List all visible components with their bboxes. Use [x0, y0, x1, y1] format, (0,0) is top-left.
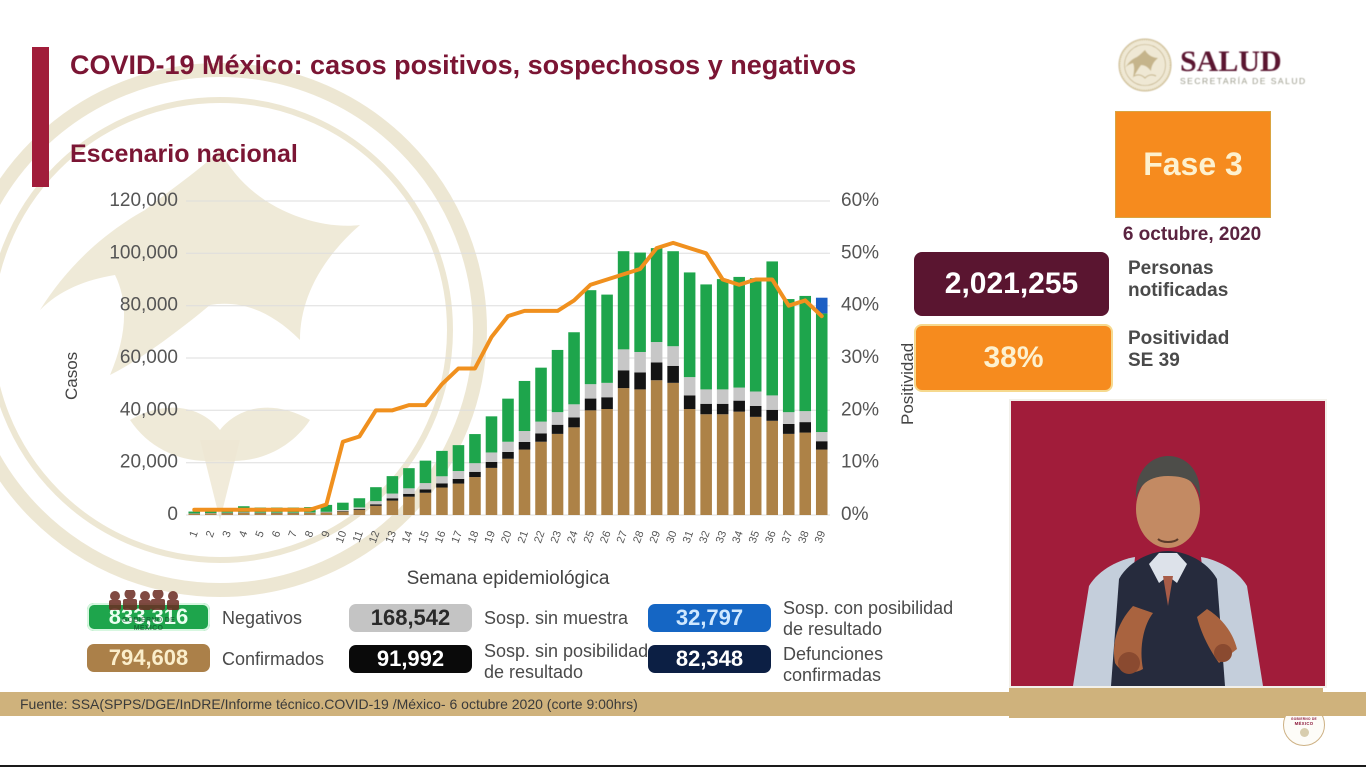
svg-text:20%: 20%	[841, 399, 879, 420]
svg-text:0%: 0%	[841, 504, 869, 525]
svg-text:29: 29	[648, 529, 663, 545]
svg-text:0: 0	[167, 504, 178, 525]
svg-text:34: 34	[730, 529, 745, 545]
svg-text:100,000: 100,000	[109, 242, 178, 263]
svg-text:10: 10	[334, 529, 349, 545]
svg-text:11: 11	[351, 529, 366, 544]
svg-text:40%: 40%	[841, 295, 879, 316]
svg-text:36: 36	[763, 529, 778, 545]
svg-text:6: 6	[270, 529, 283, 539]
svg-text:4: 4	[237, 529, 250, 539]
svg-text:30: 30	[664, 529, 679, 545]
svg-text:50%: 50%	[841, 242, 879, 263]
svg-text:80,000: 80,000	[120, 295, 178, 316]
svg-text:35: 35	[747, 529, 762, 545]
svg-text:37: 37	[780, 529, 795, 545]
svg-text:120,000: 120,000	[109, 190, 178, 211]
svg-text:22: 22	[532, 529, 547, 545]
svg-text:21: 21	[516, 529, 531, 545]
svg-text:7: 7	[287, 529, 300, 539]
svg-text:24: 24	[565, 529, 580, 545]
svg-text:2: 2	[204, 529, 217, 539]
svg-text:5: 5	[254, 529, 267, 539]
svg-text:39: 39	[813, 529, 828, 545]
svg-text:60%: 60%	[841, 190, 879, 211]
svg-text:18: 18	[466, 529, 481, 545]
svg-text:12: 12	[367, 529, 382, 545]
svg-text:27: 27	[615, 529, 630, 545]
svg-text:38: 38	[796, 529, 811, 545]
svg-text:14: 14	[400, 529, 415, 545]
svg-text:19: 19	[483, 529, 498, 545]
svg-text:28: 28	[631, 529, 646, 545]
svg-text:40,000: 40,000	[120, 399, 178, 420]
svg-text:25: 25	[582, 529, 597, 545]
svg-text:1: 1	[187, 529, 200, 539]
svg-text:31: 31	[681, 529, 696, 545]
svg-text:10%: 10%	[841, 452, 879, 473]
svg-text:23: 23	[549, 529, 564, 545]
svg-text:20,000: 20,000	[120, 452, 178, 473]
svg-text:8: 8	[303, 529, 316, 539]
svg-text:15: 15	[417, 529, 432, 545]
svg-text:32: 32	[697, 529, 712, 545]
svg-text:26: 26	[598, 529, 613, 545]
svg-text:30%: 30%	[841, 347, 879, 368]
svg-text:13: 13	[384, 529, 399, 545]
svg-text:9: 9	[320, 529, 333, 539]
svg-text:3: 3	[220, 529, 233, 539]
svg-text:60,000: 60,000	[120, 347, 178, 368]
svg-text:33: 33	[714, 529, 729, 545]
svg-text:20: 20	[499, 529, 514, 545]
svg-text:17: 17	[450, 529, 465, 545]
svg-text:16: 16	[433, 529, 448, 545]
